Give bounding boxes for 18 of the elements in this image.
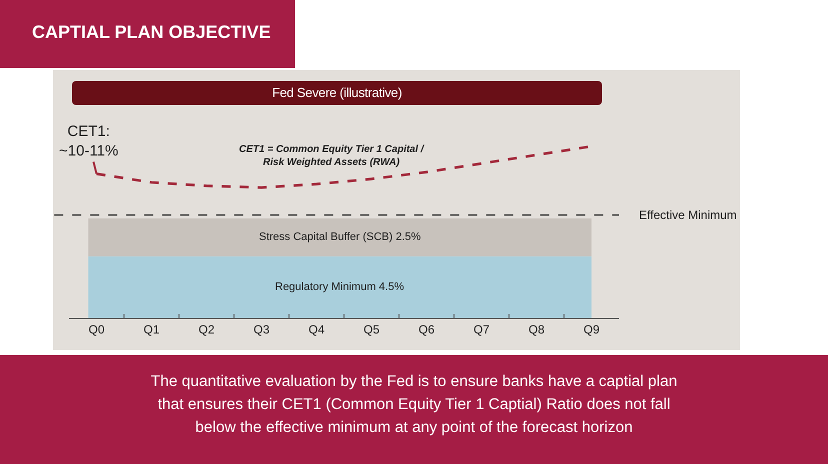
x-tick-label: Q0 [88,322,105,336]
ref-line-label: Effective Minimum [639,208,737,222]
x-tick-label: Q9 [583,322,600,336]
x-tick-label: Q8 [528,322,545,336]
x-tick-label: Q6 [418,322,435,336]
text: The quantitative evaluation by the Fed is to ensure banks have a captial plan that ensures their CET1 (Common Equity Tier 1 Captial) Ratio does not fall below the effective minimum at any point of the forecast horizon [150,372,678,438]
chart-subtitle: Fed Severe (illustrative) [72,81,602,105]
band-label: Regulatory Minimum 4.5% [275,281,404,293]
x-tick-label: Q7 [473,322,490,336]
annotation: CET1: ~10-11% [59,123,118,160]
x-tick-label: Q5 [363,322,380,336]
x-tick-label: Q3 [253,322,270,336]
annotation: CET1 = Common Equity Tier 1 Capital / Risk Weighted Assets (RWA) [239,144,425,168]
x-tick-label: Q1 [143,322,160,336]
x-tick-label: Q2 [198,322,215,336]
chart-title: CAPTIAL PLAN OBJECTIVE [32,22,271,43]
x-tick-label: Q4 [308,322,325,336]
band-label: Stress Capital Buffer (SCB) 2.5% [259,231,422,243]
